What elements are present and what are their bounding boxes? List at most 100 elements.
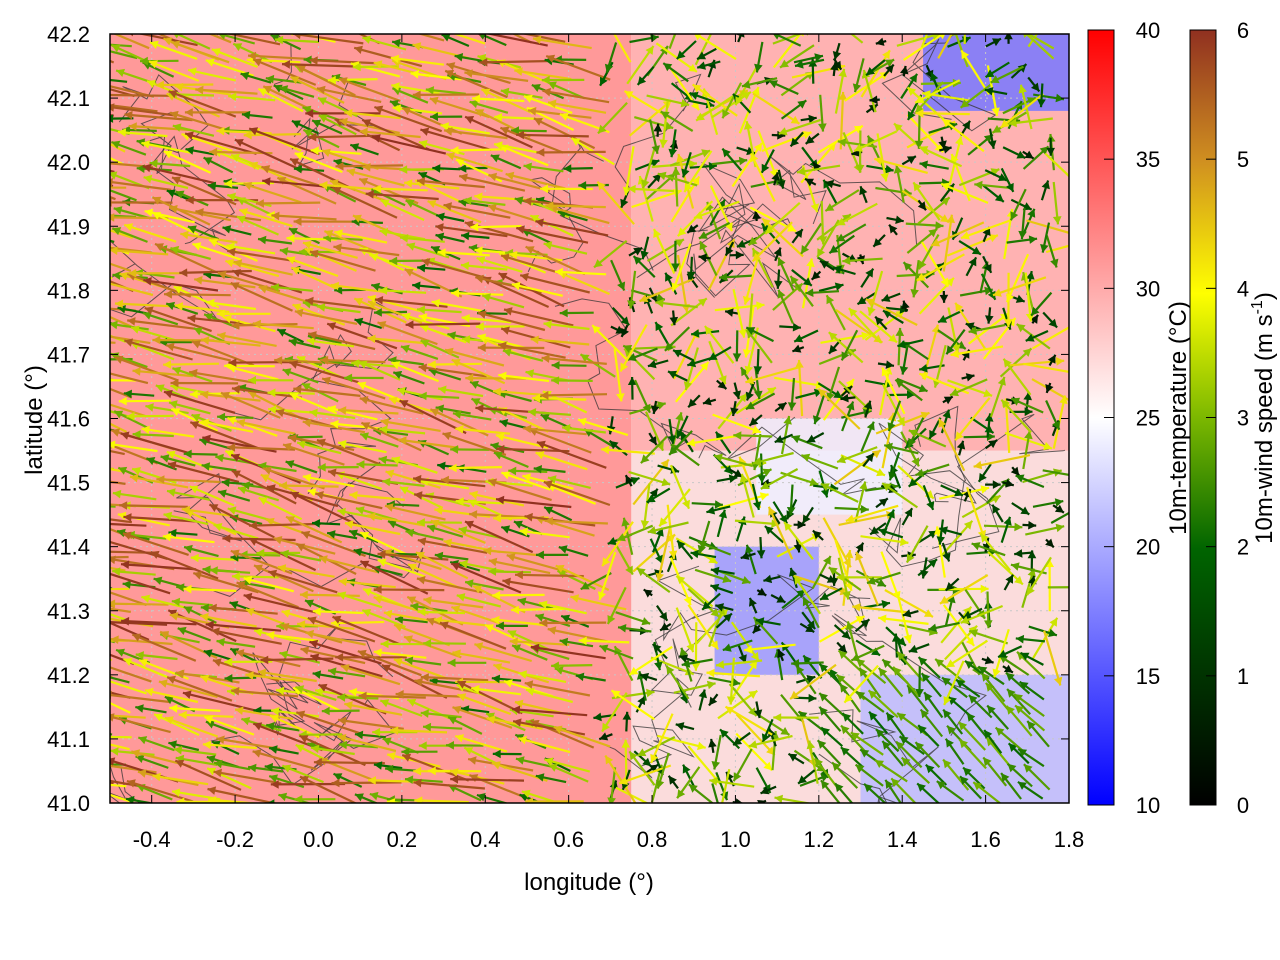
wind-vector-head xyxy=(1023,34,1029,38)
wind-vector-head xyxy=(540,184,548,194)
wind-vector-head xyxy=(90,403,99,411)
wind-vector-head xyxy=(496,444,505,454)
wind-vector-head xyxy=(885,59,895,68)
wind-vector-head xyxy=(293,34,301,40)
wind-vector-head xyxy=(476,793,486,802)
wind-vector-head xyxy=(491,761,501,770)
wind-vector-head xyxy=(769,80,778,89)
wind-vector-head xyxy=(499,419,509,428)
wind-vector-head xyxy=(118,466,128,475)
wind-vector-head xyxy=(369,253,379,262)
wind-vector-head xyxy=(110,757,116,766)
wind-vector-head xyxy=(507,630,517,639)
wind-vector-head xyxy=(835,783,844,793)
wind-vector-head xyxy=(984,656,994,665)
wind-vector-head xyxy=(791,659,800,668)
wind-vector-head xyxy=(404,656,414,665)
wind-vector xyxy=(131,633,197,662)
wind-vector xyxy=(119,504,188,508)
wind-vector-head xyxy=(657,171,667,181)
y-tick-label: 41.1 xyxy=(47,727,90,752)
wind-vector-head xyxy=(762,218,771,227)
wind-vector xyxy=(300,647,366,665)
wind-vector-head xyxy=(1005,574,1013,584)
wind-vector-head xyxy=(178,710,187,720)
wind-vector xyxy=(312,610,364,615)
wind-vector-head xyxy=(980,533,989,543)
wind-vector-head xyxy=(886,509,895,519)
wind-vector-head xyxy=(423,722,432,732)
wind-vector-head xyxy=(756,301,765,310)
wind-vector-head xyxy=(962,120,970,130)
wind-vector-head xyxy=(913,182,922,192)
wind-vector-head xyxy=(430,408,440,417)
wind-vector-head xyxy=(185,195,194,205)
wind-vector-head xyxy=(637,76,647,85)
wind-vector xyxy=(624,146,635,196)
wind-vector-head xyxy=(457,680,467,689)
wind-vector-head xyxy=(440,475,449,485)
wind-vector-head xyxy=(258,235,267,245)
wind-vector-head xyxy=(795,60,804,69)
wind-vector-head xyxy=(948,696,957,705)
wind-vector-head xyxy=(252,319,261,329)
wind-vector-head xyxy=(286,256,296,265)
wind-vector-head xyxy=(372,134,381,143)
wind-vector xyxy=(392,106,443,115)
wind-vector-head xyxy=(882,483,892,492)
wind-vector-head xyxy=(901,757,911,767)
wind-vector-head xyxy=(128,268,137,278)
wind-vector-head xyxy=(881,293,891,302)
wind-vector-head xyxy=(972,665,980,675)
wind-vector xyxy=(167,609,237,643)
wind-vector-head xyxy=(71,513,80,521)
wind-vector-head xyxy=(170,245,180,255)
wind-vector xyxy=(999,92,1044,129)
wind-vector xyxy=(189,485,235,507)
wind-vector-head xyxy=(805,288,814,297)
wind-vector-head xyxy=(291,267,301,275)
wind-vector-head xyxy=(535,451,545,460)
wind-vector-head xyxy=(344,108,353,118)
wind-vector xyxy=(204,715,255,736)
wind-vector-head xyxy=(518,736,527,745)
wind-vector xyxy=(1005,253,1030,303)
wind-vector-head xyxy=(72,498,80,507)
wind-vector-head xyxy=(143,311,152,320)
wind-vector-head xyxy=(141,425,150,435)
wind-vector-head xyxy=(523,162,532,171)
wind-vector xyxy=(544,519,608,525)
wind-vector-head xyxy=(765,225,775,234)
wind-vector-head xyxy=(413,474,422,484)
wind-vector-head xyxy=(530,720,540,728)
wind-vector-head xyxy=(332,615,342,624)
wind-vector-head xyxy=(656,779,665,789)
wind-vector-head xyxy=(337,591,347,600)
wind-vector xyxy=(110,691,131,699)
wind-vector-head xyxy=(89,659,98,667)
wind-vector-head xyxy=(840,747,850,756)
wind-vector-head xyxy=(548,763,558,772)
wind-vector-head xyxy=(868,104,878,113)
wind-vector-head xyxy=(655,441,664,451)
wind-vector-head xyxy=(880,172,889,182)
wind-vector-head xyxy=(873,238,882,247)
wind-vector-head xyxy=(91,760,99,769)
wind-vector xyxy=(529,214,574,237)
wind-vector-head xyxy=(943,696,952,705)
wind-vector-head xyxy=(391,82,400,91)
wind-vector xyxy=(110,467,115,470)
wind-vector-head xyxy=(450,445,459,454)
wind-vector xyxy=(247,54,314,61)
wind-vector-head xyxy=(215,453,224,463)
wind-vector xyxy=(675,361,710,403)
wind-vector-head xyxy=(796,166,806,176)
wind-vector-head xyxy=(93,760,101,769)
wind-vector-head xyxy=(407,698,417,707)
wind-vector-head xyxy=(593,712,602,722)
wind-vector xyxy=(110,587,113,590)
wind-vector-head xyxy=(181,505,191,515)
wind-vector xyxy=(110,156,126,167)
wind-vector-head xyxy=(992,504,1001,514)
wind-vector-head xyxy=(367,300,377,309)
